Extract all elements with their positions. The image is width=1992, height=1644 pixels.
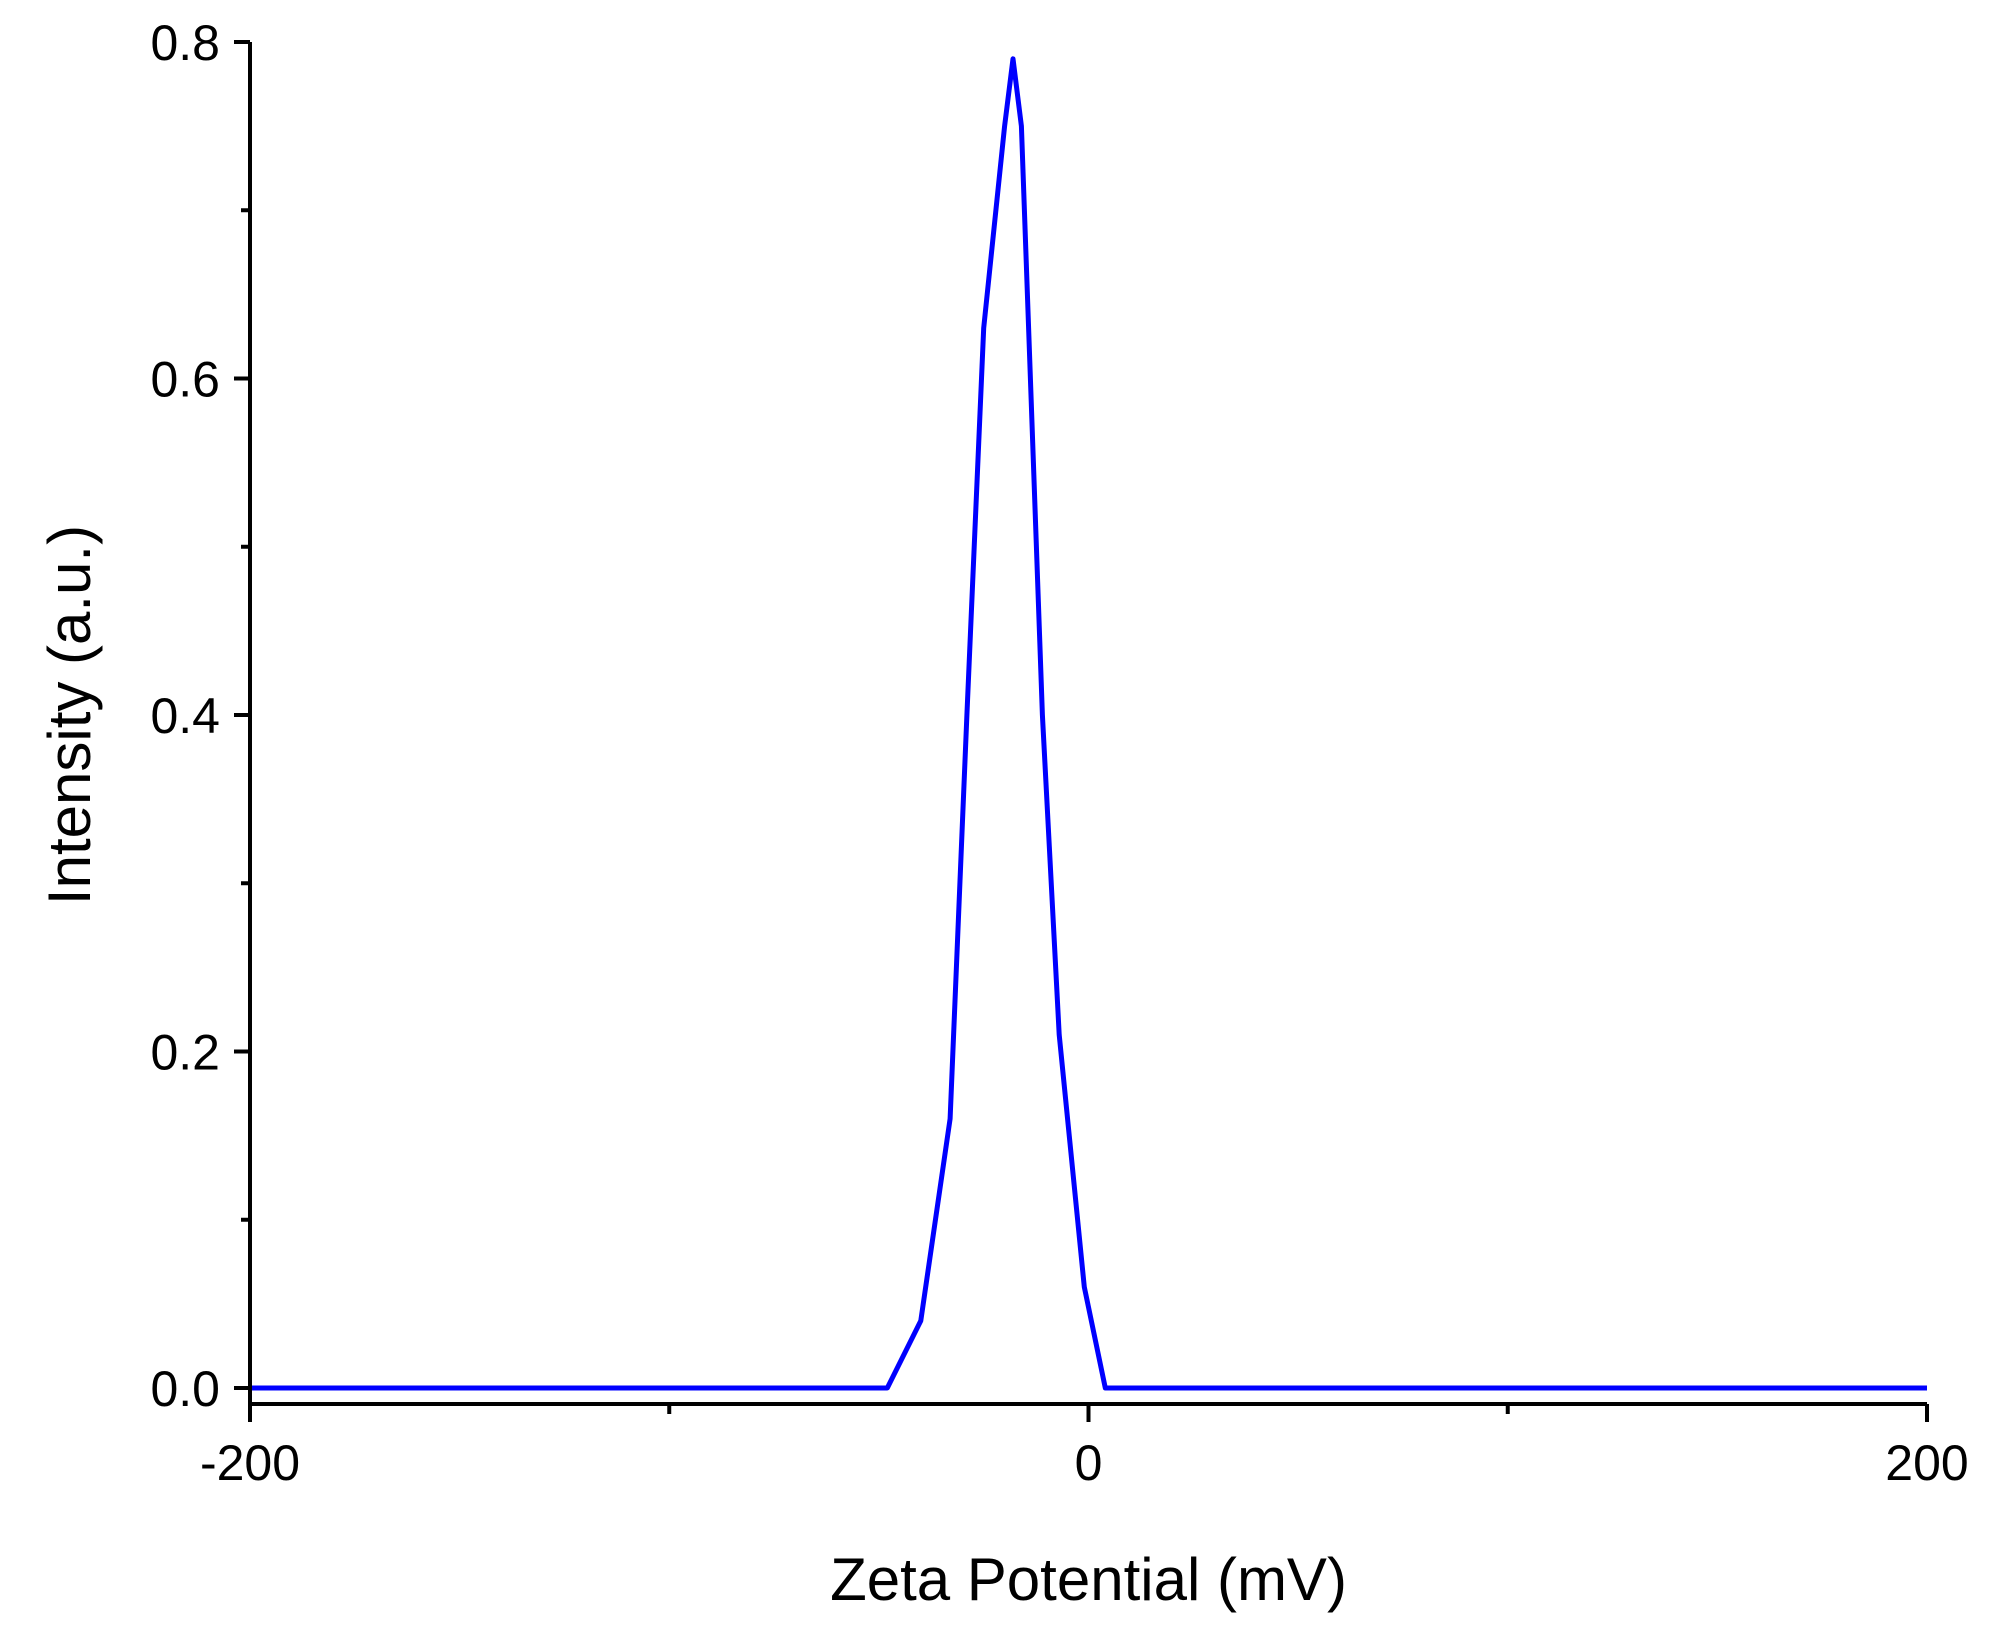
- x-tick-label: 0: [1075, 1435, 1103, 1491]
- y-axis: 0.0 0.2 0.4 0.6 0.8: [150, 15, 252, 1417]
- plot-area: [250, 56, 1927, 1391]
- x-axis: -200 0 200: [200, 1402, 1969, 1491]
- y-tick-label: 0.0: [150, 1361, 220, 1417]
- y-axis-title: Intensity (a.u.): [36, 525, 103, 905]
- y-tick-label: 0.2: [150, 1025, 220, 1081]
- x-tick-label: -200: [200, 1435, 300, 1491]
- y-tick-label: 0.4: [150, 688, 220, 744]
- y-tick-label: 0.8: [150, 15, 220, 71]
- x-tick-label: 200: [1885, 1435, 1968, 1491]
- series-line-0: [250, 56, 1927, 1391]
- y-tick-label: 0.6: [150, 352, 220, 408]
- x-axis-title: Zeta Potential (mV): [830, 1546, 1347, 1613]
